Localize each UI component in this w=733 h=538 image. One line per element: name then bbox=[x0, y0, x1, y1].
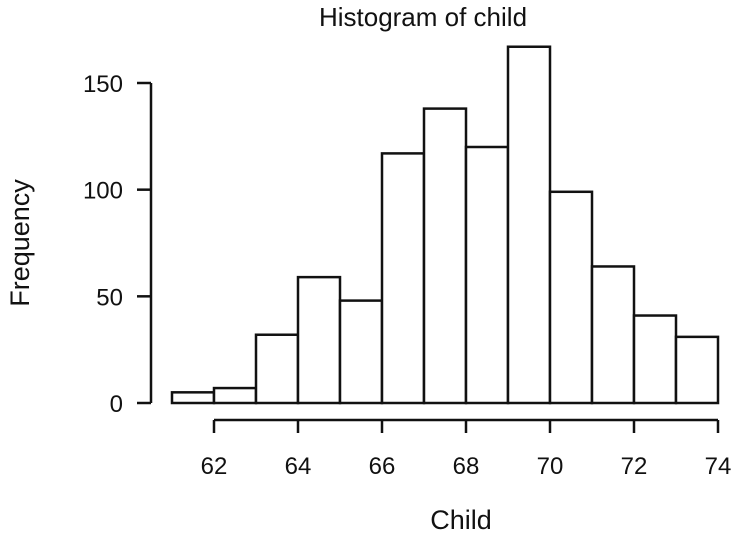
histogram-bar bbox=[422, 107, 468, 405]
x-tick-label: 70 bbox=[537, 453, 564, 480]
x-tick-label: 64 bbox=[285, 453, 312, 480]
histogram-bar bbox=[464, 145, 510, 405]
x-tick-label: 68 bbox=[453, 453, 480, 480]
x-axis-label: Child bbox=[430, 505, 492, 535]
x-tick-label: 62 bbox=[201, 453, 228, 480]
histogram-bar bbox=[590, 265, 636, 405]
histogram-bar bbox=[548, 190, 594, 405]
y-tick-label: 0 bbox=[110, 391, 123, 418]
y-tick-label: 50 bbox=[96, 284, 123, 311]
histogram-bar bbox=[632, 314, 678, 405]
chart-title: Histogram of child bbox=[319, 2, 527, 32]
histogram-bar bbox=[338, 299, 384, 405]
y-tick-label: 100 bbox=[83, 178, 123, 205]
histogram-bar bbox=[296, 275, 342, 405]
histogram-bar bbox=[254, 333, 300, 405]
histogram-bar bbox=[380, 152, 426, 405]
histogram-bar bbox=[674, 335, 720, 405]
histogram-bar bbox=[170, 391, 216, 405]
x-tick-label: 74 bbox=[705, 453, 732, 480]
y-axis: 0 50 100 150 bbox=[83, 71, 153, 418]
x-tick-label: 66 bbox=[369, 453, 396, 480]
y-tick-label: 150 bbox=[83, 71, 123, 98]
histogram-bar bbox=[212, 386, 258, 405]
bars-group bbox=[170, 45, 720, 405]
y-axis-label: Frequency bbox=[5, 179, 35, 307]
histogram-bar bbox=[506, 45, 552, 405]
x-axis: 62 64 66 68 70 72 74 bbox=[201, 418, 732, 480]
x-tick-label: 72 bbox=[621, 453, 648, 480]
